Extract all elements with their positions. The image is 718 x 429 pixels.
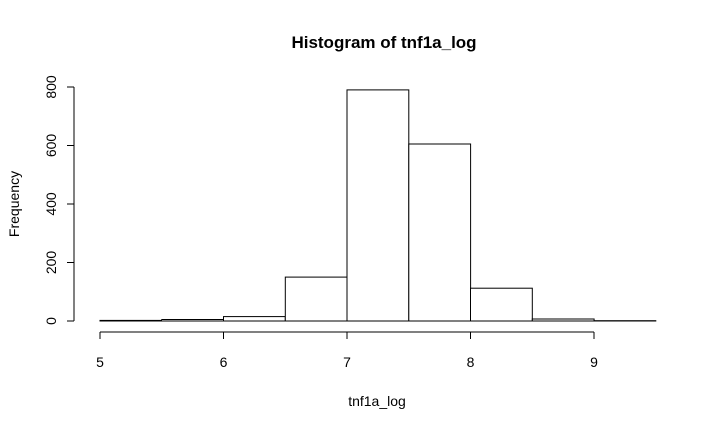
histogram-bar-2: [223, 316, 286, 322]
histogram-bar-7: [531, 318, 595, 322]
histogram-bar-1: [161, 319, 225, 322]
y-tick-label-0: 0: [43, 317, 59, 325]
histogram-bar-6: [470, 287, 533, 322]
y-axis-label: Frequency: [6, 171, 22, 237]
x-tick-label-2: 7: [343, 354, 351, 370]
x-tick-label-0: 5: [96, 354, 104, 370]
histogram-bar-3: [284, 276, 348, 322]
x-tick-label-3: 8: [467, 354, 475, 370]
bars-group: [99, 89, 657, 322]
histogram-bar-5: [408, 143, 472, 322]
y-axis: 0 200 400 600 800: [43, 75, 75, 325]
chart-title: Histogram of tnf1a_log: [291, 33, 476, 52]
histogram-bar-4: [346, 89, 410, 322]
x-axis: 5 6 7 8 9: [96, 331, 598, 370]
y-tick-label-1: 200: [43, 251, 59, 275]
x-axis-label: tnf1a_log: [348, 393, 406, 409]
y-tick-label-2: 400: [43, 192, 59, 216]
x-tick-label-1: 6: [220, 354, 228, 370]
y-tick-label-3: 600: [43, 134, 59, 158]
x-tick-label-4: 9: [590, 354, 598, 370]
y-tick-label-4: 800: [43, 75, 59, 99]
histogram-bar-0: [99, 319, 163, 322]
